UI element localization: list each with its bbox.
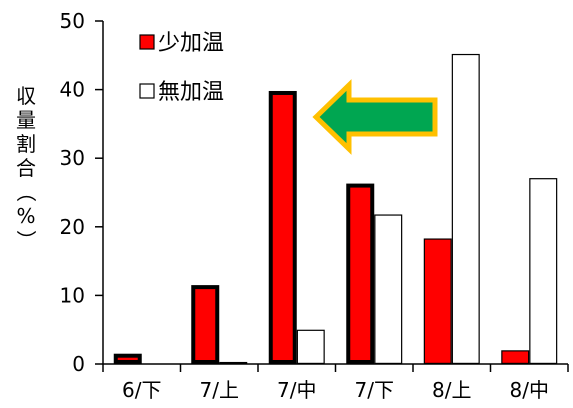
bar-mukaon xyxy=(374,214,403,365)
y-axis: 0 10 20 30 40 50 xyxy=(60,9,104,376)
legend-swatch xyxy=(139,34,155,50)
bar-mukaon xyxy=(529,178,558,364)
legend-swatch xyxy=(139,83,155,99)
y-axis-label-char: 割 xyxy=(16,132,36,156)
bar-shoukaon xyxy=(191,285,220,364)
y-axis-label-char: 量 xyxy=(16,108,36,132)
x-axis: 6/下 7/上 7/中 7/下 8/上 8/中 xyxy=(102,363,569,402)
y-tick-label: 30 xyxy=(60,146,85,170)
y-tick-label: 40 xyxy=(60,78,85,102)
legend-label: 少加温 xyxy=(158,31,224,56)
arrow-annotation xyxy=(312,79,438,155)
bar-mukaon xyxy=(296,329,325,364)
legend-label: 無加温 xyxy=(158,80,224,105)
y-tick-label: 50 xyxy=(60,9,85,33)
bar-shoukaon xyxy=(501,350,530,365)
y-axis-label-char: % xyxy=(16,204,35,228)
y-axis-label-char: 収 xyxy=(16,84,36,108)
x-tick-label: 6/下 xyxy=(122,378,161,402)
bar-mukaon xyxy=(451,53,480,365)
bars xyxy=(113,53,558,365)
bar-shoukaon xyxy=(113,353,142,364)
y-tick-label: 20 xyxy=(60,215,85,239)
x-tick-label: 8/上 xyxy=(432,378,471,402)
annotation xyxy=(312,79,438,155)
y-axis-label-char: （ xyxy=(14,182,38,202)
y-axis-label-char: 合 xyxy=(16,156,36,180)
y-tick-label: 0 xyxy=(72,352,85,376)
bar-shoukaon xyxy=(268,90,297,365)
x-tick-label: 8/中 xyxy=(510,378,549,402)
x-tick-label: 7/上 xyxy=(200,378,239,402)
bar-shoukaon xyxy=(423,238,452,364)
bar-shoukaon xyxy=(346,183,375,364)
y-axis-label-char: ） xyxy=(14,230,38,250)
x-tick-label: 7/中 xyxy=(277,378,316,402)
y-tick-label: 10 xyxy=(60,283,85,307)
x-tick-label: 7/下 xyxy=(355,378,394,402)
